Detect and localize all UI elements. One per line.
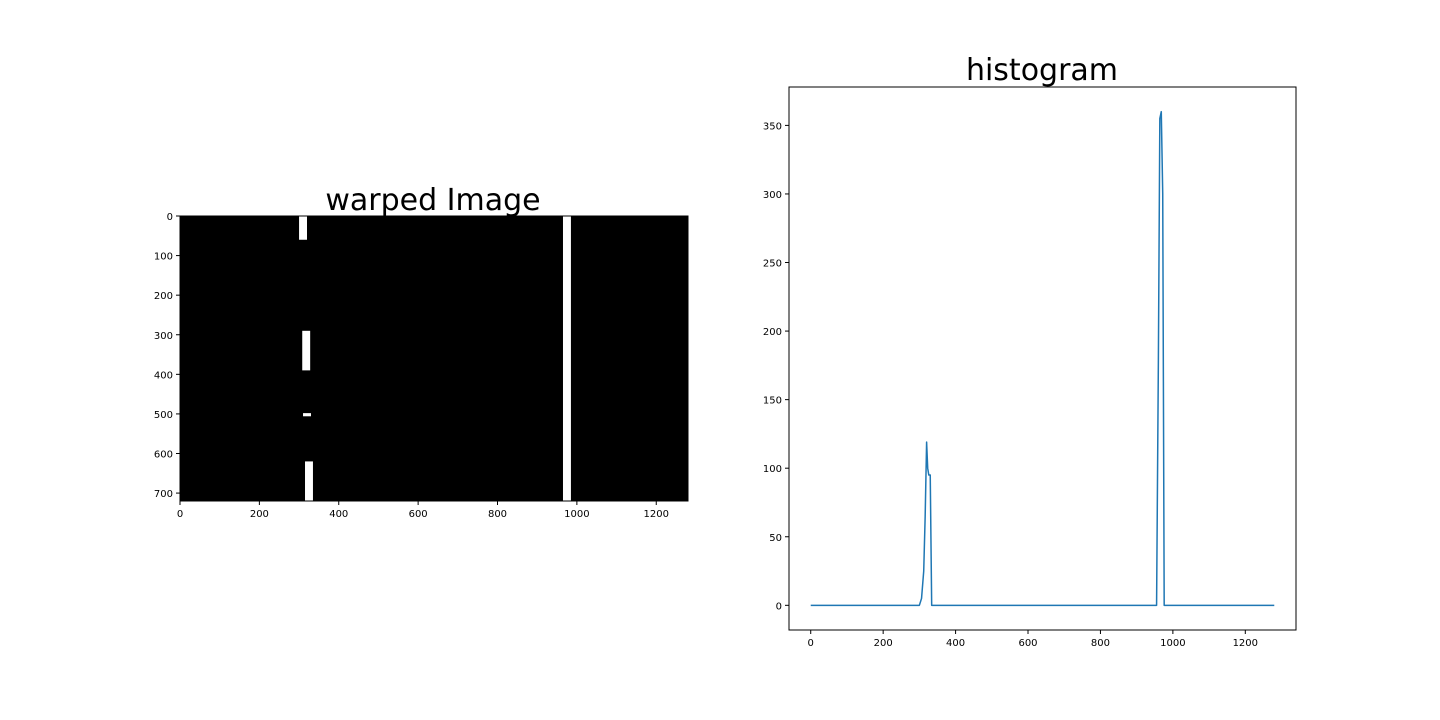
y-tick-label: 400 — [154, 370, 173, 381]
x-tick-label: 800 — [1091, 638, 1110, 649]
histogram-y-ticks: 0 50 100 150 200 250 300 350 — [763, 121, 789, 612]
histogram-title: histogram — [966, 53, 1118, 88]
y-tick-label: 300 — [154, 331, 173, 342]
warped-image-frame — [179, 215, 689, 502]
x-tick-label: 400 — [329, 509, 348, 520]
y-tick-label: 700 — [154, 489, 173, 500]
warped-image-title: warped Image — [325, 183, 540, 218]
lane-segment — [562, 216, 571, 501]
y-tick-label: 150 — [763, 396, 782, 407]
warped-image-area — [180, 216, 688, 501]
y-tick-label: 100 — [763, 464, 782, 475]
y-tick-label: 250 — [763, 259, 782, 270]
y-tick-label: 350 — [763, 121, 782, 132]
x-tick-label: 0 — [808, 638, 814, 649]
x-tick-label: 800 — [488, 509, 507, 520]
x-tick-label: 1200 — [644, 509, 669, 520]
warped-image-x-ticks: 0 200 400 600 800 1000 1200 — [177, 501, 669, 520]
lane-segment — [302, 330, 311, 371]
histogram-panel: histogram 0 200 400 600 800 1000 1200 0 50 100 15… — [763, 53, 1297, 649]
lane-segment — [303, 413, 311, 417]
x-tick-label: 200 — [874, 638, 893, 649]
warped-image-y-ticks: 0 100 200 300 400 500 600 700 — [154, 212, 180, 500]
x-tick-label: 200 — [250, 509, 269, 520]
x-tick-label: 1200 — [1233, 638, 1258, 649]
x-tick-label: 1000 — [1160, 638, 1185, 649]
x-tick-label: 600 — [1018, 638, 1037, 649]
y-tick-label: 200 — [154, 291, 173, 302]
x-tick-label: 400 — [946, 638, 965, 649]
x-tick-label: 600 — [409, 509, 428, 520]
lane-segment — [299, 216, 307, 240]
histogram-series-line — [810, 110, 1275, 607]
histogram-plot-area — [788, 86, 1297, 631]
x-tick-label: 1000 — [564, 509, 589, 520]
warped-image-panel: warped Image 0 200 400 600 800 1000 1200 0 100 2… — [154, 183, 689, 520]
y-tick-label: 500 — [154, 410, 173, 421]
x-tick-label: 0 — [177, 509, 183, 520]
y-tick-label: 600 — [154, 450, 173, 461]
y-tick-label: 100 — [154, 252, 173, 263]
y-tick-label: 0 — [776, 601, 782, 612]
y-tick-label: 200 — [763, 327, 782, 338]
lane-pixels — [299, 216, 571, 501]
y-tick-label: 0 — [167, 212, 173, 223]
histogram-x-ticks: 0 200 400 600 800 1000 1200 — [808, 630, 1258, 649]
lane-segment — [305, 461, 313, 501]
y-tick-label: 300 — [763, 190, 782, 201]
y-tick-label: 50 — [769, 533, 782, 544]
